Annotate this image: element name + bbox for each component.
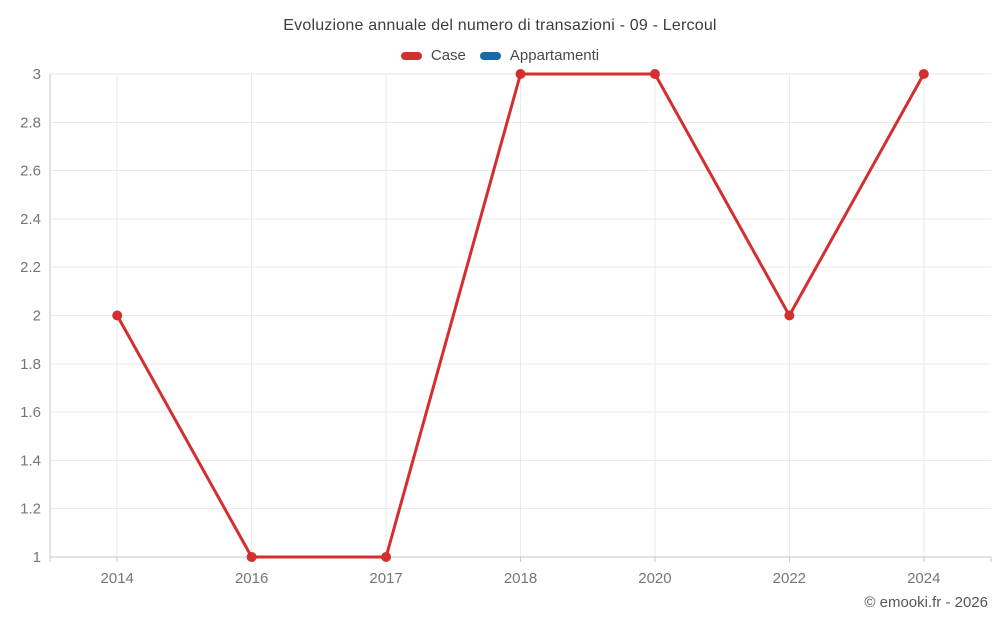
data-point-case[interactable]	[515, 69, 526, 79]
y-axis-tick-label: 2	[33, 308, 41, 325]
case-series-swatch-icon	[400, 51, 422, 60]
y-axis-tick-label: 3	[33, 66, 41, 83]
data-point-case[interactable]	[649, 69, 660, 79]
legend-item-appartamenti[interactable]: Appartamenti	[479, 47, 600, 64]
y-axis-tick-label: 1.2	[20, 501, 41, 518]
chart-title: Evoluzione annuale del numero di transaz…	[283, 17, 717, 34]
y-axis-tick-label: 2.6	[20, 163, 41, 180]
x-axis-tick-label: 2017	[369, 570, 402, 587]
y-axis-tick-label: 1.4	[20, 452, 41, 469]
y-axis-tick-label: 2.2	[20, 259, 41, 276]
copyright-watermark: © emooki.fr - 2026	[864, 594, 988, 611]
data-point-case[interactable]	[381, 552, 392, 562]
x-axis-tick-label: 2016	[235, 570, 268, 587]
data-point-case[interactable]	[918, 69, 929, 79]
chart-legend: Case Appartamenti	[0, 47, 1000, 64]
appartamenti-series-swatch-icon	[479, 51, 501, 60]
y-axis-tick-label: 2.8	[20, 114, 41, 131]
y-axis-tick-label: 1	[33, 549, 41, 566]
x-axis-tick-label: 2014	[101, 570, 134, 587]
legend-item-case[interactable]: Case	[400, 47, 466, 64]
y-axis-tick-label: 2.4	[20, 211, 41, 228]
x-axis-tick-label: 2022	[773, 570, 806, 587]
legend-label-appartamenti: Appartamenti	[509, 47, 600, 64]
y-axis-tick-label: 1.8	[20, 356, 41, 373]
data-point-case[interactable]	[784, 310, 795, 321]
x-axis-tick-label: 2018	[504, 570, 537, 587]
x-axis-tick-label: 2024	[907, 570, 940, 587]
legend-label-case: Case	[430, 47, 466, 64]
x-axis-tick-label: 2020	[638, 570, 671, 587]
data-point-case[interactable]	[246, 552, 257, 562]
y-axis-tick-label: 1.6	[20, 404, 41, 421]
data-point-case[interactable]	[112, 310, 123, 321]
